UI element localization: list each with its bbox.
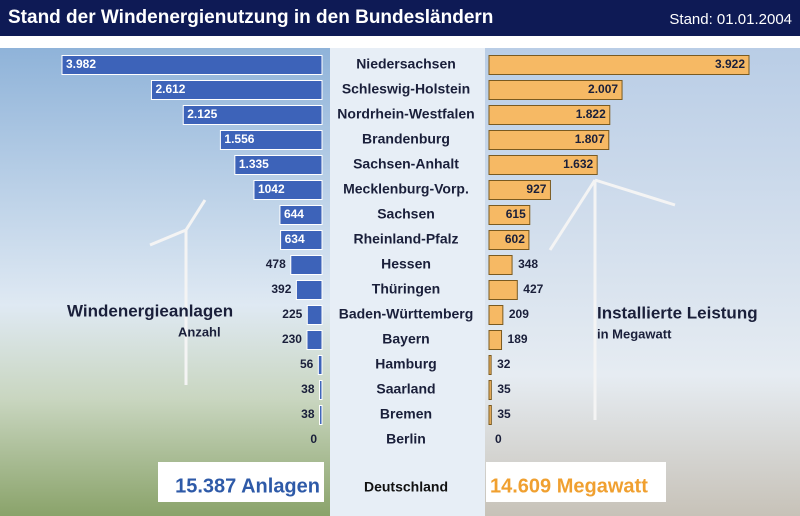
value-label: 230 — [282, 332, 302, 346]
category-label: Mecklenburg-Vorp. — [343, 181, 469, 197]
value-label: 35 — [497, 407, 511, 421]
bar — [280, 230, 323, 250]
value-label: 634 — [285, 232, 305, 246]
chart-subtitle: Stand: 01.01.2004 — [669, 11, 792, 28]
value-label: 35 — [497, 382, 511, 396]
bar — [317, 355, 323, 375]
total-label: Deutschland — [364, 479, 448, 495]
series-name: Installierte Leistung — [597, 303, 758, 322]
category-label: Baden-Württemberg — [339, 306, 474, 322]
value-label: 2.612 — [155, 82, 185, 96]
value-label: 32 — [497, 357, 511, 371]
bar — [319, 380, 323, 400]
value-label: 38 — [301, 382, 315, 396]
category-label: Rheinland-Pfalz — [353, 231, 458, 247]
category-label: Thüringen — [372, 281, 440, 297]
value-label: 3.922 — [715, 57, 745, 71]
total-right: 14.609 Megawatt — [490, 475, 648, 497]
value-label: 478 — [266, 257, 286, 271]
right-photo — [485, 48, 800, 516]
category-label: Schleswig-Holstein — [342, 81, 470, 97]
left-photo — [0, 48, 330, 516]
series-unit: Anzahl — [178, 324, 221, 339]
center-band — [330, 48, 485, 516]
bar — [488, 105, 611, 125]
value-label: 615 — [506, 207, 526, 221]
value-label: 1.822 — [576, 107, 606, 121]
category-label: Sachsen-Anhalt — [353, 156, 459, 172]
bar — [488, 80, 623, 100]
value-label: 1.807 — [575, 132, 605, 146]
category-label: Hamburg — [375, 356, 436, 372]
value-label: 0 — [310, 432, 317, 446]
value-label: 392 — [271, 282, 291, 296]
bar — [253, 180, 323, 200]
bar — [488, 180, 551, 200]
category-label: Bayern — [382, 331, 429, 347]
value-label: 348 — [518, 257, 538, 271]
bar — [488, 55, 750, 75]
bar — [488, 280, 518, 300]
bar — [319, 405, 323, 425]
category-label: Bremen — [380, 406, 432, 422]
value-label: 644 — [284, 207, 304, 221]
value-label: 1.335 — [239, 157, 269, 171]
value-label: 2.007 — [588, 82, 618, 96]
bar — [488, 305, 504, 325]
bar — [488, 130, 610, 150]
bar — [488, 205, 531, 225]
category-label: Nordrhein-Westfalen — [337, 106, 474, 122]
chart-title: Stand der Windenergienutzung in den Bund… — [8, 7, 493, 28]
bar — [295, 280, 323, 300]
bar — [488, 230, 530, 250]
value-label: 3.982 — [66, 57, 96, 71]
turbine — [149, 178, 676, 420]
category-label: Brandenburg — [362, 131, 450, 147]
bar — [306, 305, 323, 325]
value-label: 2.125 — [187, 107, 217, 121]
category-label: Berlin — [386, 431, 426, 447]
bar — [488, 155, 598, 175]
bar — [488, 380, 492, 400]
total-box — [158, 462, 324, 502]
total-box — [486, 462, 666, 502]
bar — [290, 255, 323, 275]
bar — [182, 105, 323, 125]
value-label: 0 — [495, 432, 502, 446]
value-label: 38 — [301, 407, 315, 421]
value-label: 427 — [523, 282, 543, 296]
value-label: 189 — [508, 332, 528, 346]
series-name: Windenergieanlagen — [67, 301, 233, 320]
bar — [234, 155, 323, 175]
bar — [150, 80, 323, 100]
bar — [488, 255, 513, 275]
bar — [306, 330, 323, 350]
total-left: 15.387 Anlagen — [175, 475, 320, 497]
series-unit: in Megawatt — [597, 326, 672, 341]
bar — [488, 330, 503, 350]
bar — [279, 205, 323, 225]
category-label: Hessen — [381, 256, 431, 272]
value-label: 209 — [509, 307, 529, 321]
bar — [61, 55, 323, 75]
header — [0, 0, 800, 36]
bar — [488, 405, 492, 425]
value-label: 1.556 — [224, 132, 254, 146]
category-label: Niedersachsen — [356, 56, 456, 72]
value-label: 602 — [505, 232, 525, 246]
category-label: Saarland — [376, 381, 435, 397]
value-label: 225 — [282, 307, 302, 321]
bar — [488, 355, 492, 375]
value-label: 1042 — [258, 182, 285, 196]
value-label: 1.632 — [563, 157, 593, 171]
value-label: 927 — [526, 182, 546, 196]
bar — [219, 130, 323, 150]
category-label: Sachsen — [377, 206, 435, 222]
value-label: 56 — [300, 357, 314, 371]
